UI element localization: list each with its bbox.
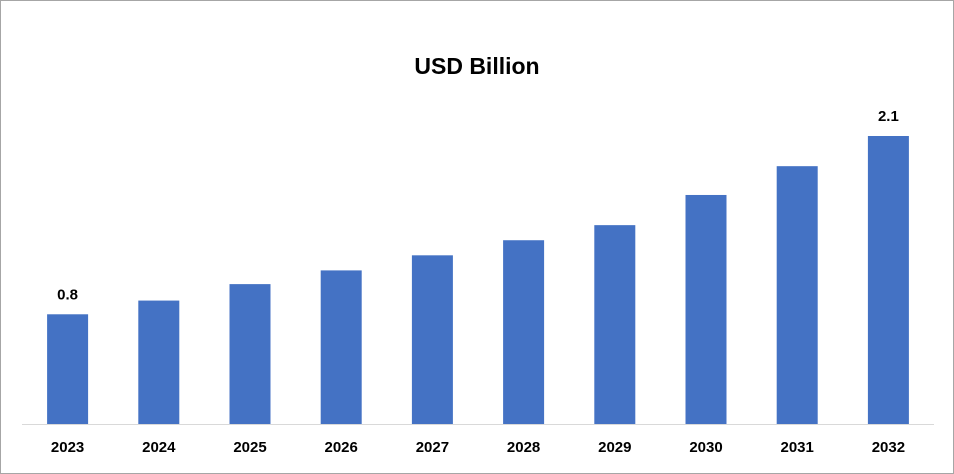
bar: [503, 240, 545, 424]
bar: [138, 300, 180, 424]
x-tick-label: 2030: [689, 439, 722, 456]
data-label: 0.8: [57, 286, 78, 303]
x-tick-label: 2024: [142, 439, 176, 456]
x-tick-label: 2023: [51, 439, 84, 456]
x-tick-label: 2029: [598, 439, 631, 456]
bar: [411, 255, 453, 424]
bar: [594, 225, 636, 424]
bar: [47, 314, 89, 424]
x-tick-label: 2031: [781, 439, 814, 456]
data-label: 2.1: [878, 108, 899, 125]
x-tick-label: 2026: [325, 439, 358, 456]
chart-title: USD Billion: [414, 53, 539, 79]
bar: [685, 194, 727, 424]
x-tick-label: 2028: [507, 439, 540, 456]
x-tick-label: 2027: [416, 439, 449, 456]
x-tick-label: 2025: [233, 439, 266, 456]
bar: [320, 270, 362, 424]
bar: [776, 166, 818, 424]
bar: [867, 136, 909, 424]
x-tick-label: 2032: [872, 439, 905, 456]
bar: [229, 284, 271, 424]
